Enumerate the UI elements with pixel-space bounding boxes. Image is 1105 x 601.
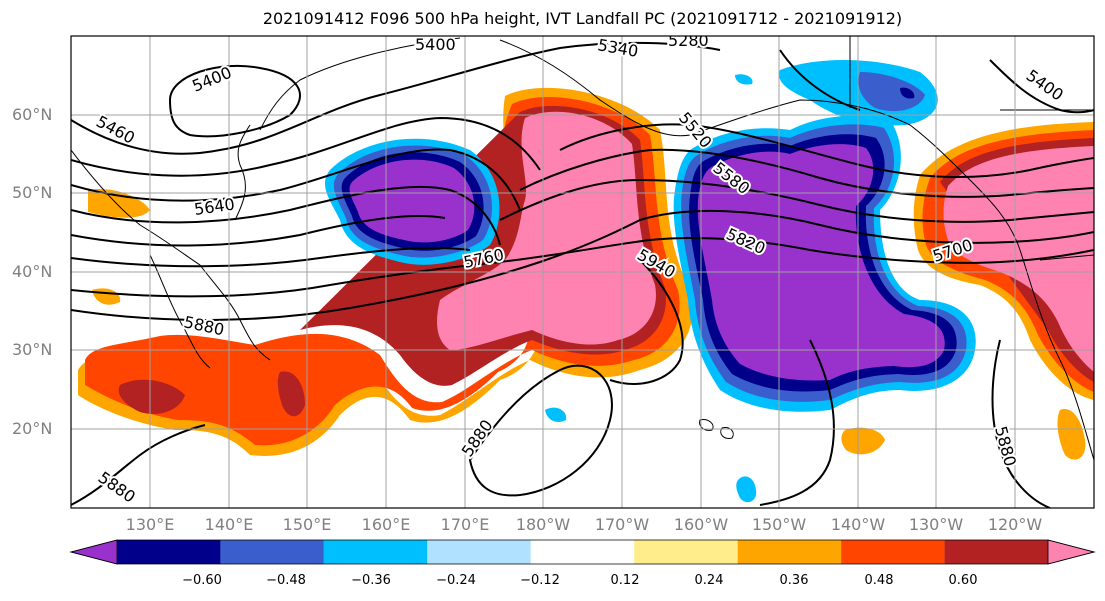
colorbar-extend-min [69,539,118,565]
map-frame [70,35,1095,509]
lon-label: 140°E [204,515,254,534]
colorbar-segment [634,540,738,564]
contour-label: 5400 [415,35,456,54]
colorbar-segment [737,540,842,564]
colorbar-tick-label: 0.48 [864,573,894,588]
contour-label: 5400 [1023,66,1067,105]
lon-label: 180°W [515,515,571,534]
contour-label: 5280 [668,31,709,50]
colorbar [69,539,1096,565]
colorbar-tick-label: −0.48 [266,573,306,588]
lon-label: 160°E [361,515,411,534]
colorbar-tick-label: 0.36 [779,573,809,588]
colorbar-segment [944,540,1048,564]
lat-label-60n: 60°N [12,105,53,124]
lat-label-30n: 30°N [12,340,53,359]
lat-label-20n: 20°N [12,419,53,438]
colorbar-tick-label: −0.60 [182,573,222,588]
colorbar-tick-label: 0.12 [610,573,640,588]
coastlines [71,36,1094,461]
colorbar-extend-max [1047,539,1096,565]
contour-label: 5340 [596,35,639,61]
ivt-positive-regions [78,87,1094,460]
colorbar-tick-label: −0.36 [351,573,391,588]
colorbar-segment [323,540,428,564]
lon-label: 130°E [125,515,175,534]
colorbar-segment [117,540,221,564]
colorbar-segment [220,540,324,564]
lon-label: 160°W [673,515,729,534]
colorbar-segment [841,540,945,564]
map-title: 2021091412 F096 500 hPa height, IVT Land… [262,9,903,28]
colorbar-outline [69,539,1096,565]
lat-label-40n: 40°N [12,262,53,281]
colorbar-tick-label: −0.24 [436,573,476,588]
colorbar-tick-label: −0.12 [520,573,560,588]
lon-label: 150°E [282,515,332,534]
lat-label-50n: 50°N [12,183,53,202]
lon-label: 170°W [594,515,650,534]
contour-label: 5880 [458,416,497,460]
lon-label: 130°W [908,515,964,534]
height-contours [71,41,1094,508]
colorbar-tick-label: 0.24 [694,573,724,588]
lon-label: 150°W [751,515,807,534]
contour-label: 5880 [991,424,1020,468]
graticule [71,36,1094,508]
colorbar-segment [427,540,531,564]
lon-label: 170°E [440,515,490,534]
lon-label: 120°W [987,515,1043,534]
colorbar-segment [530,540,635,564]
lon-label: 140°W [830,515,886,534]
colorbar-tick-label: 0.60 [948,573,978,588]
